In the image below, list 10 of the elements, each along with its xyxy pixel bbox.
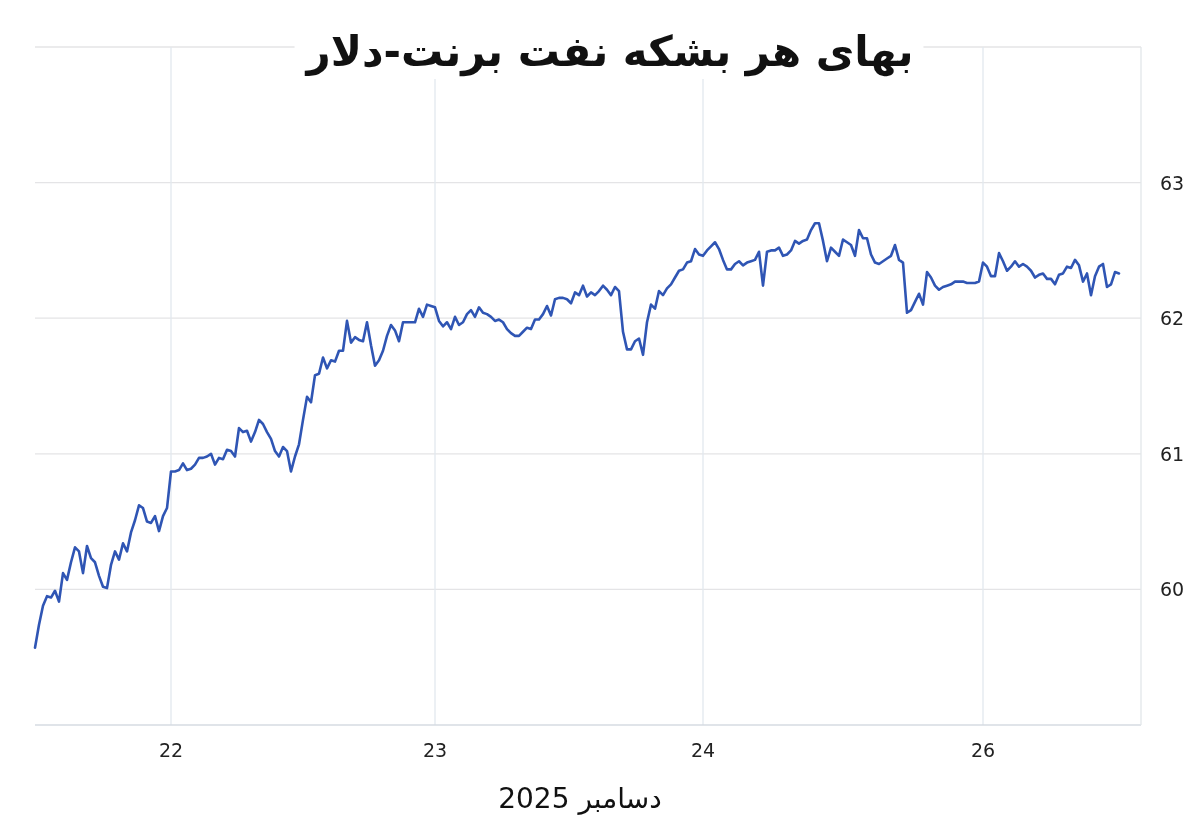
x-tick-label: 26 (970, 739, 996, 761)
y-tick-label: 62 (1160, 307, 1185, 330)
chart-title: بهای هر بشکه نفت برنت-دلار (306, 27, 914, 76)
x-tick-label: 22 (158, 739, 184, 761)
x-axis-title: دسامبر 2025 (498, 782, 662, 815)
y-tick-label: 63 (1160, 171, 1185, 194)
y-tick-label: 60 (1160, 578, 1185, 601)
y-tick-label: 61 (1160, 442, 1185, 465)
x-tick-label: 23 (422, 739, 448, 761)
x-tick-label: 24 (690, 739, 716, 761)
